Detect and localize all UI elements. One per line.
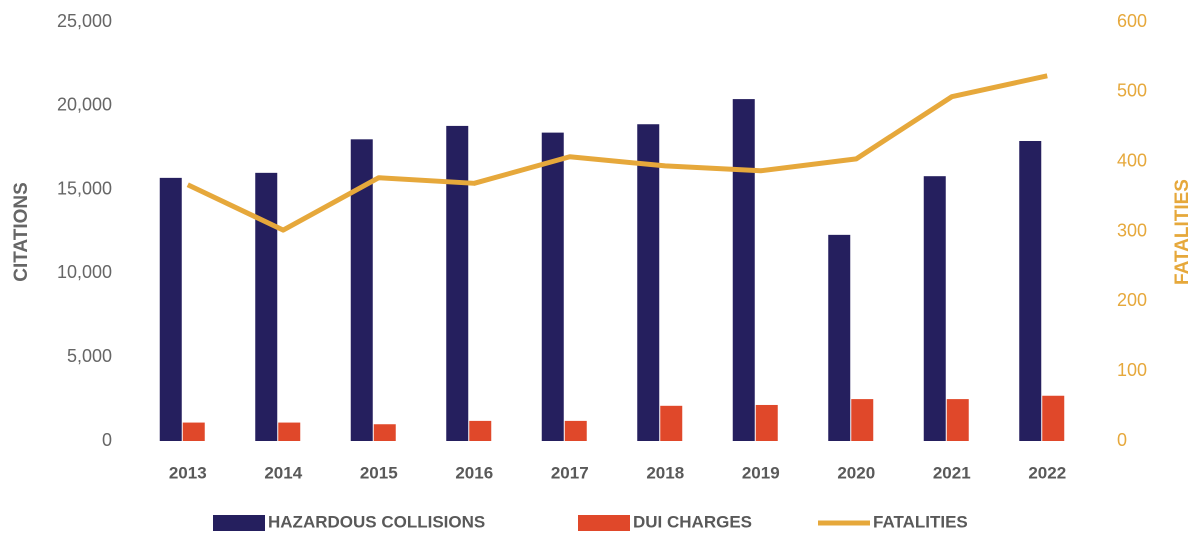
x-tick-label: 2021 [933, 463, 971, 482]
y2-tick-label: 500 [1117, 81, 1147, 101]
bar [182, 422, 205, 441]
y-tick-label: 5,000 [67, 346, 112, 366]
legend-label: DUI CHARGES [633, 512, 752, 531]
bar [541, 132, 564, 441]
x-tick-label: 2014 [264, 463, 302, 482]
x-tick-label: 2022 [1028, 463, 1066, 482]
y-tick-label: 20,000 [57, 95, 112, 115]
y2-tick-label: 100 [1117, 360, 1147, 380]
bar [660, 405, 683, 441]
bar [255, 172, 278, 441]
bar [923, 176, 946, 441]
bar [159, 177, 182, 442]
bar [732, 99, 755, 441]
y2-tick-label: 400 [1117, 150, 1147, 170]
x-tick-label: 2020 [837, 463, 875, 482]
y2-tick-label: 0 [1117, 430, 1127, 450]
bar [373, 424, 396, 441]
y2-tick-label: 300 [1117, 220, 1147, 240]
y2-tick-label: 600 [1117, 11, 1147, 31]
x-tick-label: 2013 [169, 463, 207, 482]
bar [350, 139, 373, 441]
x-tick-label: 2016 [455, 463, 493, 482]
legend-swatch [213, 515, 265, 531]
bar [1042, 395, 1065, 441]
y2-axis-title: FATALITIES [1172, 179, 1193, 285]
y-tick-label: 0 [102, 430, 112, 450]
bar [828, 234, 851, 441]
x-tick-label: 2017 [551, 463, 589, 482]
legend-label: FATALITIES [873, 512, 968, 531]
bar [946, 399, 969, 441]
y-axis-title: CITATIONS [11, 182, 32, 282]
legend-label: HAZARDOUS COLLISIONS [268, 512, 485, 531]
x-tick-label: 2015 [360, 463, 398, 482]
legend-swatch [578, 515, 630, 531]
bar [851, 399, 874, 441]
y-tick-label: 25,000 [57, 11, 112, 31]
line [186, 73, 1048, 233]
bar [446, 125, 469, 442]
bar [564, 420, 587, 441]
bar [637, 124, 660, 442]
y-tick-label: 15,000 [57, 178, 112, 198]
x-tick-label: 2018 [646, 463, 684, 482]
bar [278, 422, 301, 441]
y-tick-label: 10,000 [57, 262, 112, 282]
bar [755, 404, 778, 441]
x-tick-label: 2019 [742, 463, 780, 482]
bar [1019, 140, 1042, 441]
bar [469, 420, 492, 441]
y2-tick-label: 200 [1117, 290, 1147, 310]
